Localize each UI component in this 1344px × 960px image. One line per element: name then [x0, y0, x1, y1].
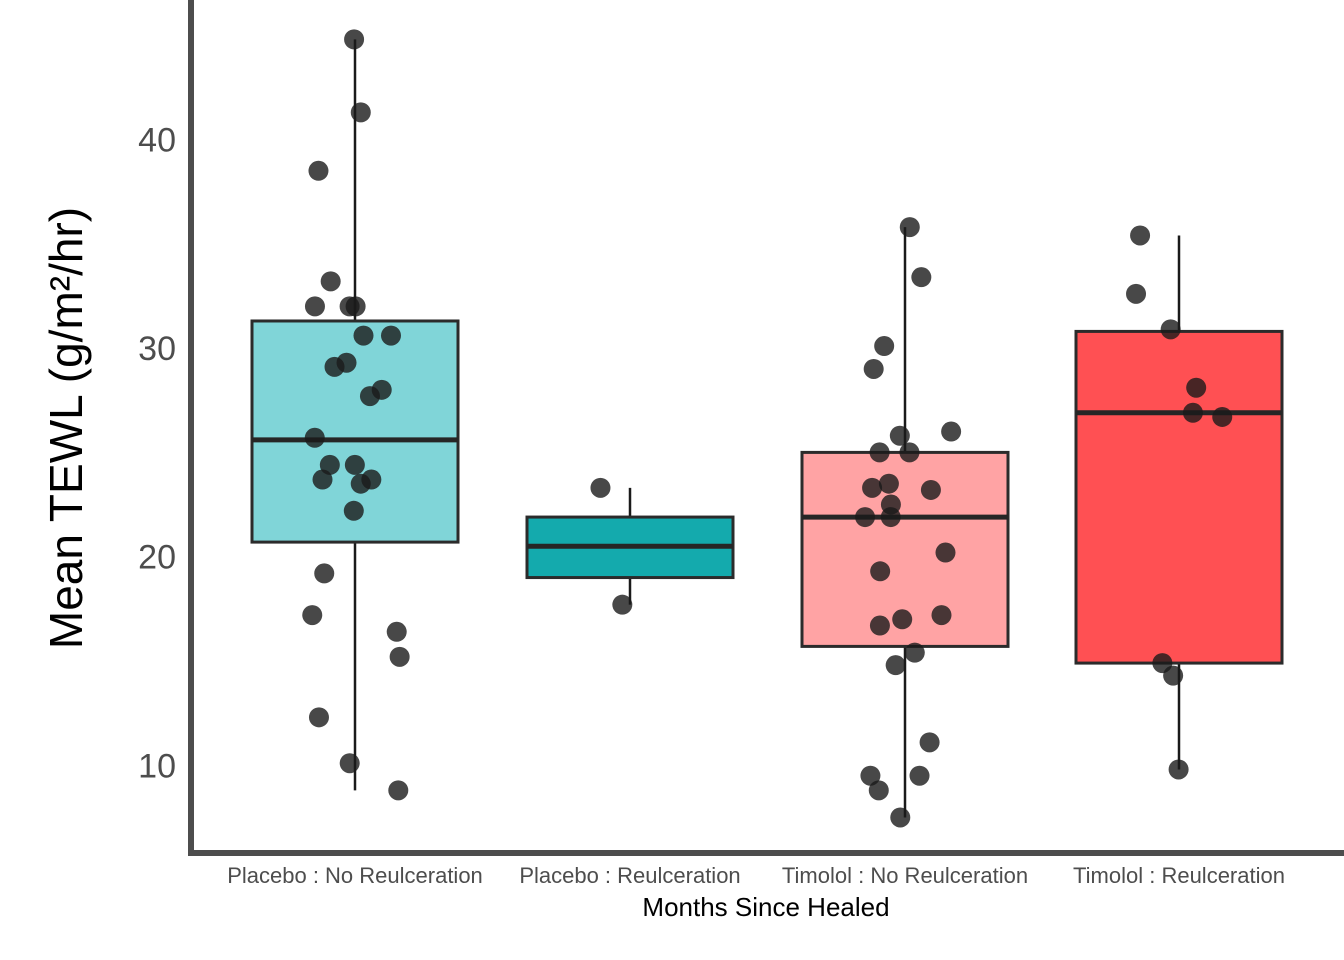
data-point [324, 356, 345, 377]
data-point [870, 561, 891, 582]
data-point [880, 507, 901, 528]
y-tick-labels: 10 20 30 40 [138, 122, 176, 786]
points-layer [302, 29, 1233, 828]
data-point [1182, 402, 1203, 423]
data-point [899, 442, 920, 463]
data-point [339, 753, 360, 774]
x-tick-label: Placebo : Reulceration [519, 863, 740, 888]
y-tick-label: 20 [138, 539, 176, 577]
axes-layer [188, 0, 1344, 856]
data-point [931, 605, 952, 626]
data-point [389, 646, 410, 667]
data-point [302, 605, 323, 626]
data-point [862, 477, 883, 498]
data-point [386, 621, 407, 642]
y-tick-label: 10 [138, 747, 176, 785]
x-axis-title: Months Since Healed [642, 892, 889, 922]
data-point [1168, 759, 1189, 780]
data-point [1126, 283, 1147, 304]
box [1074, 329, 1284, 665]
data-point [860, 765, 881, 786]
data-point [343, 500, 364, 521]
data-point [359, 386, 380, 407]
data-point [320, 271, 341, 292]
data-point [1130, 225, 1151, 246]
data-point [344, 454, 365, 475]
data-point [380, 325, 401, 346]
data-point [612, 594, 633, 615]
data-point [344, 29, 365, 50]
x-tick-label: Placebo : No Reulceration [227, 863, 483, 888]
data-point [899, 217, 920, 238]
data-point [874, 336, 895, 357]
data-point [889, 425, 910, 446]
boxes-layer [250, 39, 1284, 818]
data-point [308, 160, 329, 181]
data-point [855, 507, 876, 528]
data-point [904, 642, 925, 663]
x-tick-labels: Placebo : No Reulceration Placebo : Reulc… [227, 863, 1285, 888]
data-point [920, 479, 941, 500]
data-point [1212, 406, 1233, 427]
data-point [304, 296, 325, 317]
data-point [590, 477, 611, 498]
data-point [890, 807, 911, 828]
data-point [935, 542, 956, 563]
data-point [892, 609, 913, 630]
x-tick-label: Timolol : Reulceration [1073, 863, 1285, 888]
data-point [350, 102, 371, 123]
data-point [353, 325, 374, 346]
data-point [388, 780, 409, 801]
y-tick-label: 40 [138, 122, 176, 160]
data-point [868, 780, 889, 801]
data-point [314, 563, 335, 584]
data-point [1186, 377, 1207, 398]
data-point [869, 615, 890, 636]
data-point [304, 427, 325, 448]
y-axis-title: Mean TEWL (g/m²/hr) [40, 207, 92, 649]
x-tick-label: Timolol : No Reulceration [782, 863, 1028, 888]
data-point [869, 442, 890, 463]
data-point [909, 765, 930, 786]
data-point [345, 296, 366, 317]
data-point [863, 358, 884, 379]
data-point [1163, 665, 1184, 686]
data-point [1160, 319, 1181, 340]
data-point [941, 421, 962, 442]
data-point [350, 473, 371, 494]
data-point [885, 655, 906, 676]
data-point [911, 267, 932, 288]
y-tick-label: 30 [138, 330, 176, 368]
data-point [919, 732, 940, 753]
data-point [312, 469, 333, 490]
data-point [308, 707, 329, 728]
data-point [878, 473, 899, 494]
